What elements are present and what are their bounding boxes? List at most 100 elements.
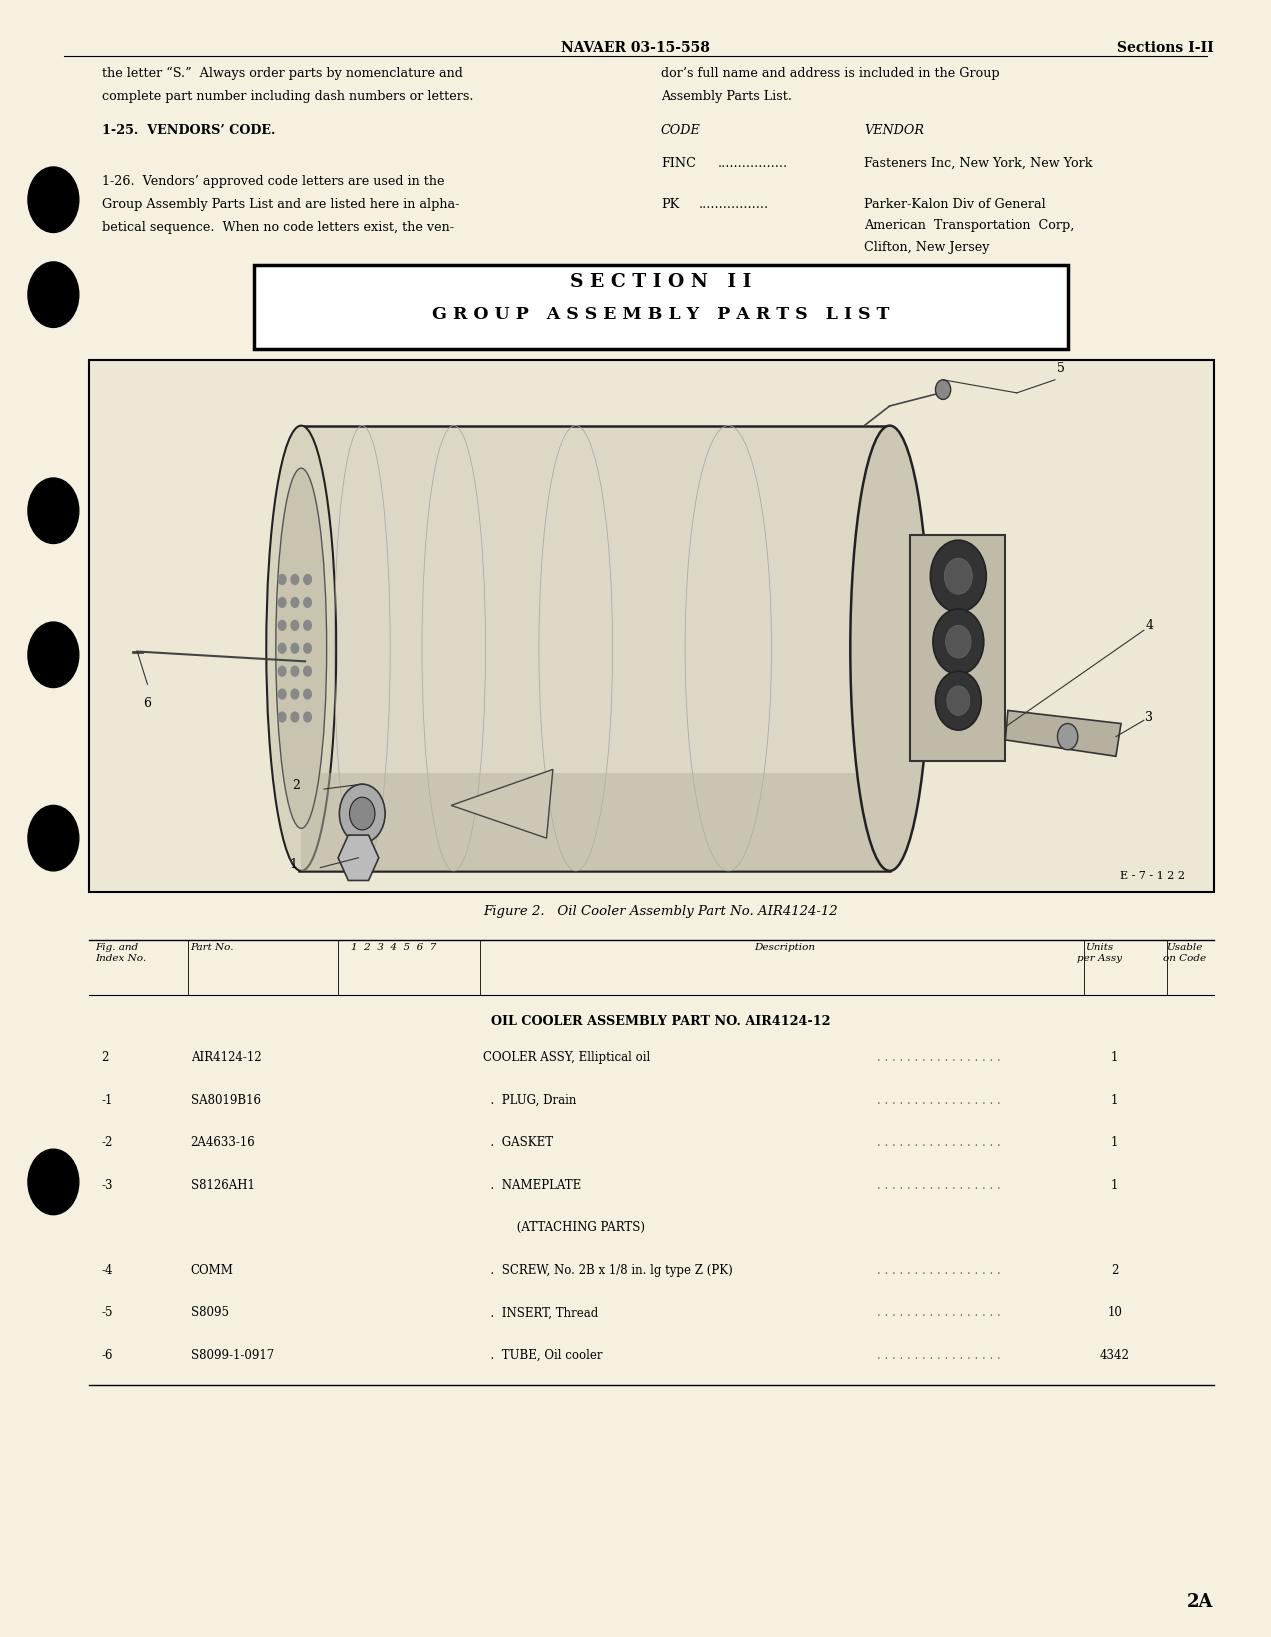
Text: the letter “S.”  Always order parts by nomenclature and: the letter “S.” Always order parts by no… — [102, 67, 463, 80]
Text: .  INSERT, Thread: . INSERT, Thread — [483, 1306, 599, 1319]
Circle shape — [278, 643, 286, 653]
Circle shape — [278, 666, 286, 676]
Text: CODE: CODE — [661, 124, 700, 138]
Text: COOLER ASSY, Elliptical oil: COOLER ASSY, Elliptical oil — [483, 1051, 651, 1064]
Text: Figure 2.   Oil Cooler Assembly Part No. AIR4124-12: Figure 2. Oil Cooler Assembly Part No. A… — [483, 905, 839, 918]
Polygon shape — [451, 769, 553, 838]
Circle shape — [947, 686, 970, 715]
Text: -2: -2 — [102, 1136, 113, 1149]
Text: .  NAMEPLATE: . NAMEPLATE — [483, 1179, 581, 1192]
Text: . . . . . . . . . . . . . . . . .: . . . . . . . . . . . . . . . . . — [877, 1179, 1000, 1192]
Circle shape — [304, 575, 311, 584]
Text: Part No.: Part No. — [191, 943, 234, 951]
Circle shape — [304, 643, 311, 653]
Text: Parker-Kalon Div of General: Parker-Kalon Div of General — [864, 198, 1046, 211]
Text: S8126AH1: S8126AH1 — [191, 1179, 254, 1192]
Polygon shape — [338, 835, 379, 881]
Text: 1-25.  VENDORS’ CODE.: 1-25. VENDORS’ CODE. — [102, 124, 275, 138]
Text: 2: 2 — [292, 779, 300, 792]
Text: -6: -6 — [102, 1349, 113, 1362]
Text: .  PLUG, Drain: . PLUG, Drain — [483, 1094, 576, 1107]
FancyBboxPatch shape — [301, 426, 890, 871]
Circle shape — [304, 620, 311, 630]
Circle shape — [944, 558, 972, 594]
Text: (ATTACHING PARTS): (ATTACHING PARTS) — [483, 1221, 644, 1234]
Text: .................: ................. — [699, 198, 769, 211]
Circle shape — [291, 689, 299, 699]
Text: . . . . . . . . . . . . . . . . .: . . . . . . . . . . . . . . . . . — [877, 1349, 1000, 1362]
Circle shape — [28, 805, 79, 871]
Text: 1: 1 — [1111, 1136, 1118, 1149]
Circle shape — [339, 784, 385, 843]
Circle shape — [1057, 724, 1078, 750]
Text: PK: PK — [661, 198, 679, 211]
Text: 1  2  3  4  5  6  7: 1 2 3 4 5 6 7 — [351, 943, 436, 951]
Ellipse shape — [267, 426, 336, 871]
Text: G R O U P   A S S E M B L Y   P A R T S   L I S T: G R O U P A S S E M B L Y P A R T S L I … — [432, 306, 890, 322]
Text: Usable
on Code: Usable on Code — [1163, 943, 1206, 963]
Text: .  SCREW, No. 2B x 1/8 in. lg type Z (PK): . SCREW, No. 2B x 1/8 in. lg type Z (PK) — [483, 1264, 732, 1277]
Text: . . . . . . . . . . . . . . . . .: . . . . . . . . . . . . . . . . . — [877, 1094, 1000, 1107]
Text: SA8019B16: SA8019B16 — [191, 1094, 261, 1107]
Circle shape — [291, 620, 299, 630]
Text: Units
per Assy: Units per Assy — [1077, 943, 1122, 963]
Circle shape — [304, 689, 311, 699]
Text: Fasteners Inc, New York, New York: Fasteners Inc, New York, New York — [864, 157, 1093, 170]
Circle shape — [28, 622, 79, 688]
Text: S8095: S8095 — [191, 1306, 229, 1319]
Circle shape — [930, 540, 986, 612]
Circle shape — [278, 689, 286, 699]
Circle shape — [28, 262, 79, 327]
Text: Clifton, New Jersey: Clifton, New Jersey — [864, 241, 990, 254]
Ellipse shape — [276, 468, 327, 828]
Text: complete part number including dash numbers or letters.: complete part number including dash numb… — [102, 90, 473, 103]
Circle shape — [278, 598, 286, 607]
Circle shape — [933, 609, 984, 674]
Circle shape — [291, 643, 299, 653]
Circle shape — [28, 167, 79, 232]
Ellipse shape — [850, 426, 929, 871]
Text: betical sequence.  When no code letters exist, the ven-: betical sequence. When no code letters e… — [102, 221, 454, 234]
Text: 4342: 4342 — [1099, 1349, 1130, 1362]
Text: OIL COOLER ASSEMBLY PART NO. AIR4124-12: OIL COOLER ASSEMBLY PART NO. AIR4124-12 — [491, 1015, 831, 1028]
Circle shape — [304, 712, 311, 722]
Text: 2: 2 — [102, 1051, 109, 1064]
Text: -1: -1 — [102, 1094, 113, 1107]
Text: . . . . . . . . . . . . . . . . .: . . . . . . . . . . . . . . . . . — [877, 1306, 1000, 1319]
Text: NAVAER 03-15-558: NAVAER 03-15-558 — [561, 41, 710, 56]
Text: -3: -3 — [102, 1179, 113, 1192]
Text: AIR4124-12: AIR4124-12 — [191, 1051, 262, 1064]
Circle shape — [946, 625, 971, 658]
Text: 4: 4 — [1145, 619, 1153, 632]
Text: 1: 1 — [290, 858, 297, 871]
Text: . . . . . . . . . . . . . . . . .: . . . . . . . . . . . . . . . . . — [877, 1051, 1000, 1064]
Circle shape — [291, 598, 299, 607]
Text: dor’s full name and address is included in the Group: dor’s full name and address is included … — [661, 67, 999, 80]
Text: 2A4633-16: 2A4633-16 — [191, 1136, 255, 1149]
Text: -4: -4 — [102, 1264, 113, 1277]
Circle shape — [291, 712, 299, 722]
Text: 2A: 2A — [1187, 1593, 1214, 1611]
Text: Assembly Parts List.: Assembly Parts List. — [661, 90, 792, 103]
Text: 1-26.  Vendors’ approved code letters are used in the: 1-26. Vendors’ approved code letters are… — [102, 175, 444, 188]
Text: 5: 5 — [1057, 362, 1065, 375]
Polygon shape — [1005, 710, 1121, 756]
FancyBboxPatch shape — [301, 773, 890, 871]
FancyBboxPatch shape — [910, 535, 1005, 761]
Text: FINC: FINC — [661, 157, 695, 170]
Text: 1: 1 — [1111, 1094, 1118, 1107]
Text: 2: 2 — [1111, 1264, 1118, 1277]
Circle shape — [935, 671, 981, 730]
Text: 1: 1 — [1111, 1179, 1118, 1192]
Text: .................: ................. — [718, 157, 788, 170]
Text: . . . . . . . . . . . . . . . . .: . . . . . . . . . . . . . . . . . — [877, 1136, 1000, 1149]
Circle shape — [28, 1149, 79, 1215]
Circle shape — [304, 598, 311, 607]
Text: 6: 6 — [144, 697, 151, 710]
Circle shape — [278, 575, 286, 584]
Text: Sections I-II: Sections I-II — [1117, 41, 1214, 56]
Text: 1: 1 — [1111, 1051, 1118, 1064]
Text: .  GASKET: . GASKET — [483, 1136, 553, 1149]
Text: American  Transportation  Corp,: American Transportation Corp, — [864, 219, 1075, 232]
Bar — [89, 360, 1214, 892]
